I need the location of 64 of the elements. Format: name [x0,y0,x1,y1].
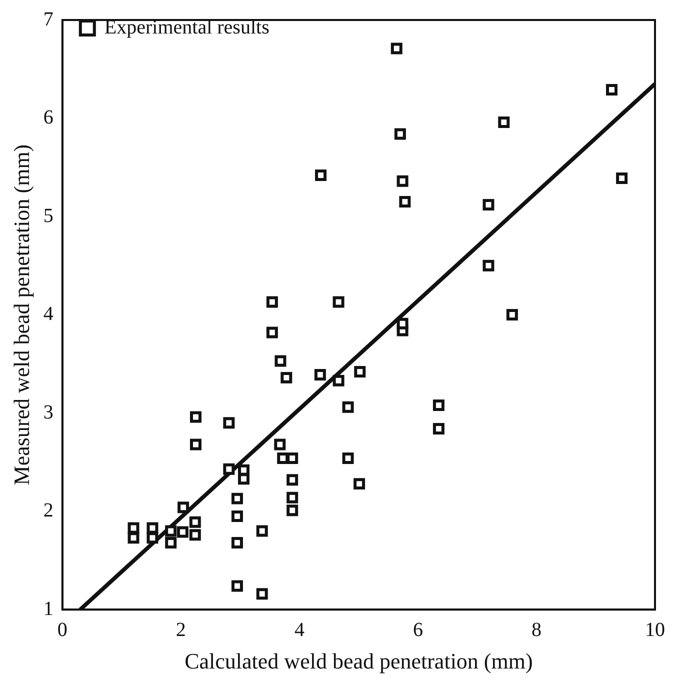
point [616,172,628,184]
point [266,296,278,308]
point [178,502,190,514]
point [342,452,354,464]
point [606,84,618,96]
point [190,438,202,450]
x-tick-label: 10 [645,618,665,641]
point [482,260,494,272]
x-tick-label: 6 [412,618,423,641]
point [280,372,292,384]
x-tick-label: 2 [176,618,186,641]
y-tick-label: 2 [43,500,54,522]
point [506,309,518,321]
point [189,529,201,541]
point [223,417,235,429]
x-tick-label: 4 [294,618,304,641]
point [396,175,408,187]
point [286,474,298,486]
point [274,355,286,367]
point [231,580,243,592]
point [332,296,344,308]
legend-label: Experimental results [104,16,270,38]
y-tick-label: 5 [43,204,54,227]
point [286,492,298,504]
point [394,128,406,140]
point [190,411,202,423]
point [231,537,243,549]
point [432,399,444,411]
point [274,438,286,450]
point [314,369,326,380]
x-tick-label: 0 [57,618,68,641]
point [266,326,278,338]
point [223,463,235,475]
point [390,42,402,54]
point [332,374,344,386]
point [315,170,327,182]
point [354,366,366,378]
y-tick-label: 4 [43,303,54,326]
point [256,525,268,537]
y-tick-label: 7 [43,8,54,30]
x-tick-label: 8 [531,618,542,641]
point [256,588,268,600]
point [146,532,158,544]
point [238,473,250,485]
point [165,537,177,549]
point [189,516,201,528]
point [482,199,494,210]
x-axis-title: Calculated weld bead penetration (mm) [184,648,533,674]
point [286,504,298,516]
y-tick-label: 3 [43,401,54,424]
point [128,532,140,544]
point [354,478,366,490]
point [432,423,444,435]
point [498,116,510,128]
point [342,401,354,413]
y-tick-label: 6 [43,106,54,129]
point [231,492,243,504]
point [176,526,188,538]
y-axis-title: Measured weld bead penetration (mm) [8,144,34,486]
point [399,196,411,208]
y-tick-label: 1 [43,598,54,620]
point [165,525,177,537]
point [396,318,408,330]
point [231,510,243,522]
